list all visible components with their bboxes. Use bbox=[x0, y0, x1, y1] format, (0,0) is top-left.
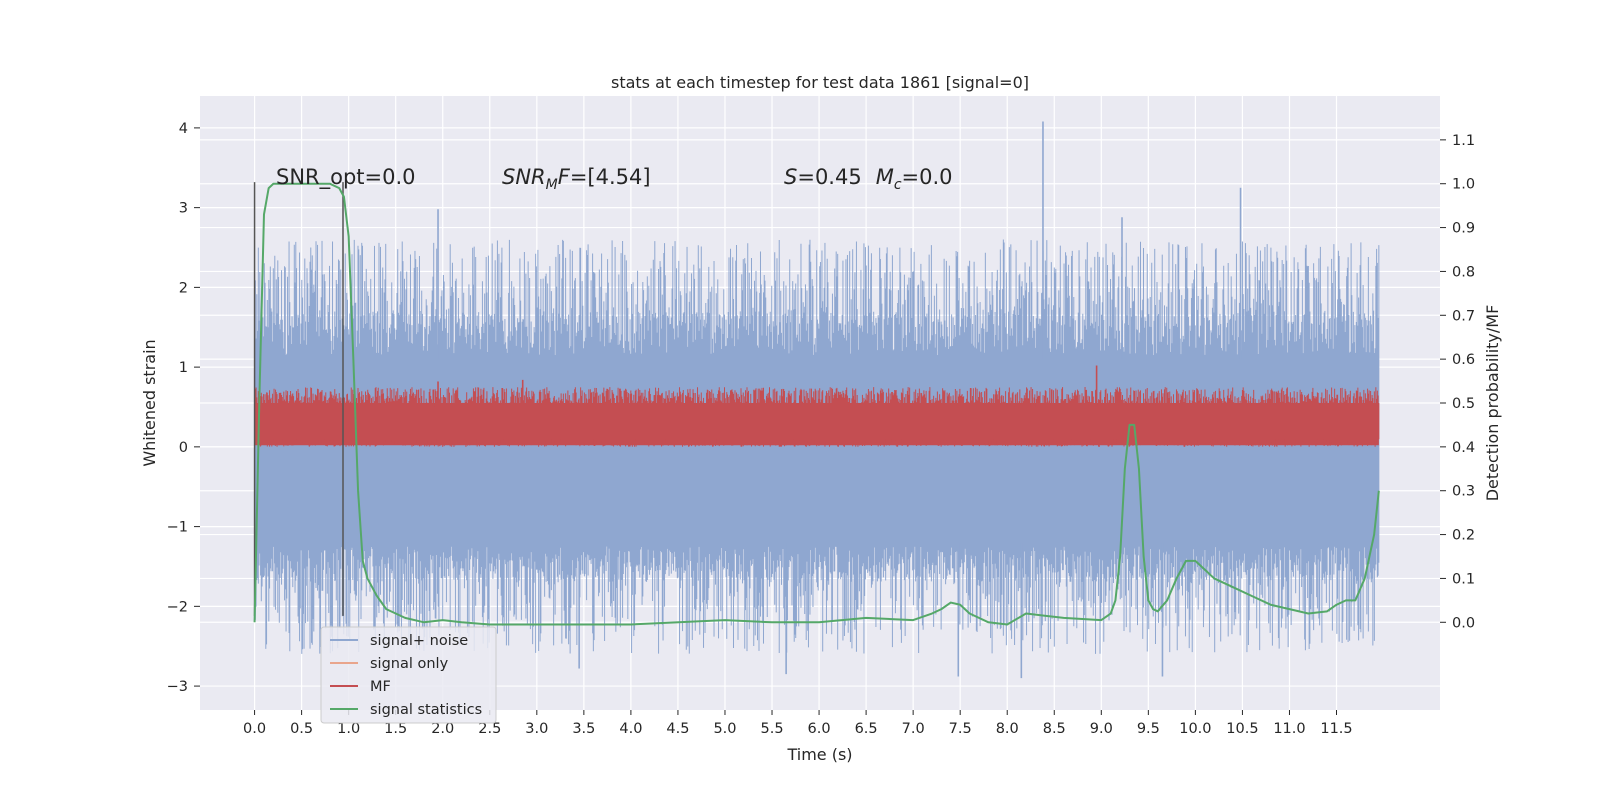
y-tick-label-6: −2 bbox=[167, 599, 188, 615]
yr-tick-label-7: 0.4 bbox=[1452, 440, 1475, 456]
x-tick-label-2: 1.0 bbox=[337, 721, 360, 737]
annotation-mc-value: =0.0 bbox=[902, 165, 953, 189]
x-axis-label: Time (s) bbox=[786, 745, 852, 764]
x-tick-label-12: 6.0 bbox=[808, 721, 831, 737]
x-tick-label-15: 7.5 bbox=[949, 721, 972, 737]
yr-tick-label-10: 0.1 bbox=[1452, 571, 1475, 587]
yr-tick-label-1: 1.0 bbox=[1452, 177, 1475, 193]
annotation-s-value: =0.45 bbox=[797, 165, 861, 189]
series-signal-statistics bbox=[253, 182, 1380, 626]
legend-label-mf: MF bbox=[370, 679, 391, 695]
y-tick-label-7: −3 bbox=[167, 679, 188, 695]
yr-tick-label-5: 0.6 bbox=[1452, 352, 1475, 368]
annotation-s-mc: S=0.45 Mc=0.0 bbox=[784, 165, 953, 193]
yr-tick-label-0: 1.1 bbox=[1452, 133, 1475, 149]
y-tick-label-5: −1 bbox=[167, 520, 188, 536]
annotation-m: M bbox=[876, 165, 894, 189]
y-axis-label: Whitened strain bbox=[140, 339, 159, 466]
x-tick-label-1: 0.5 bbox=[290, 721, 313, 737]
annotation-snr-mf-sub: M bbox=[546, 177, 558, 193]
right-axis-label: Detection probability/MF bbox=[1483, 305, 1502, 502]
x-tick-label-7: 3.5 bbox=[572, 721, 595, 737]
x-tick-label-20: 10.0 bbox=[1179, 721, 1211, 737]
legend-label-signal-only: signal only bbox=[370, 656, 449, 672]
x-tick-label-10: 5.0 bbox=[713, 721, 736, 737]
yr-tick-label-11: 0.0 bbox=[1452, 615, 1475, 631]
series-signal-noise bbox=[254, 121, 1380, 679]
x-tick-label-9: 4.5 bbox=[666, 721, 689, 737]
yr-tick-label-9: 0.2 bbox=[1452, 528, 1475, 544]
right-axis-ticks: 1.1 1.0 0.9 0.8 0.7 0.6 0.5 0.4 0.3 0.2 0.1 0.0 bbox=[1440, 133, 1475, 631]
x-tick-label-3: 1.5 bbox=[384, 721, 407, 737]
y-tick-label-3: 1 bbox=[179, 360, 188, 376]
yr-tick-label-6: 0.5 bbox=[1452, 396, 1475, 412]
yr-tick-label-4: 0.7 bbox=[1452, 308, 1475, 324]
y-tick-label-2: 2 bbox=[179, 280, 188, 296]
x-axis-ticks: 0.0 0.5 1.0 1.5 2.0 2.5 3.0 3.5 4.0 4.5 5.0 5.5 6.0 6… bbox=[243, 710, 1353, 737]
legend: signal+ noise signal only MF signal stat… bbox=[320, 626, 497, 724]
x-tick-label-16: 8.0 bbox=[996, 721, 1019, 737]
x-tick-label-17: 8.5 bbox=[1043, 721, 1066, 737]
x-tick-label-18: 9.0 bbox=[1090, 721, 1113, 737]
x-tick-label-0: 0.0 bbox=[243, 721, 266, 737]
x-tick-label-19: 9.5 bbox=[1137, 721, 1160, 737]
x-tick-label-21: 10.5 bbox=[1226, 721, 1258, 737]
annotation-snr-mf-snr: SNR bbox=[502, 165, 546, 189]
annotation-snr-mf-f: F bbox=[558, 165, 571, 189]
y-tick-label-4: 0 bbox=[179, 440, 188, 456]
annotation-snr-mf: SNRMF=[4.54] bbox=[502, 165, 651, 193]
legend-label-signal-noise: signal+ noise bbox=[370, 633, 468, 649]
x-tick-label-6: 3.0 bbox=[525, 721, 548, 737]
y-axis-ticks: 4 3 2 1 0 −1 −2 −3 bbox=[167, 121, 200, 695]
x-tick-label-11: 5.5 bbox=[760, 721, 783, 737]
vertical-markers bbox=[253, 182, 344, 616]
y-tick-label-1: 3 bbox=[179, 201, 188, 217]
chart-title: stats at each timestep for test data 186… bbox=[611, 73, 1029, 92]
legend-label-signal-statistics: signal statistics bbox=[370, 702, 482, 718]
x-tick-label-23: 11.5 bbox=[1320, 721, 1352, 737]
legend-box bbox=[320, 626, 497, 724]
x-tick-label-14: 7.0 bbox=[902, 721, 925, 737]
annotation-snr-mf-value: =[4.54] bbox=[570, 165, 651, 189]
signal-statistics-line bbox=[253, 182, 1380, 626]
annotation-snr-opt: SNR_opt=0.0 bbox=[276, 165, 416, 190]
x-tick-label-4: 2.0 bbox=[431, 721, 454, 737]
annotation-s: S bbox=[784, 165, 797, 189]
x-tick-label-13: 6.5 bbox=[855, 721, 878, 737]
yr-tick-label-3: 0.8 bbox=[1452, 264, 1475, 280]
x-tick-label-8: 4.0 bbox=[619, 721, 642, 737]
series-mf bbox=[254, 365, 1380, 447]
x-tick-label-5: 2.5 bbox=[478, 721, 501, 737]
x-tick-label-22: 11.0 bbox=[1273, 721, 1305, 737]
annotation-mc-sub: c bbox=[894, 177, 902, 193]
yr-tick-label-8: 0.3 bbox=[1452, 484, 1475, 500]
yr-tick-label-2: 0.9 bbox=[1452, 221, 1475, 237]
y-tick-label-0: 4 bbox=[179, 121, 188, 137]
